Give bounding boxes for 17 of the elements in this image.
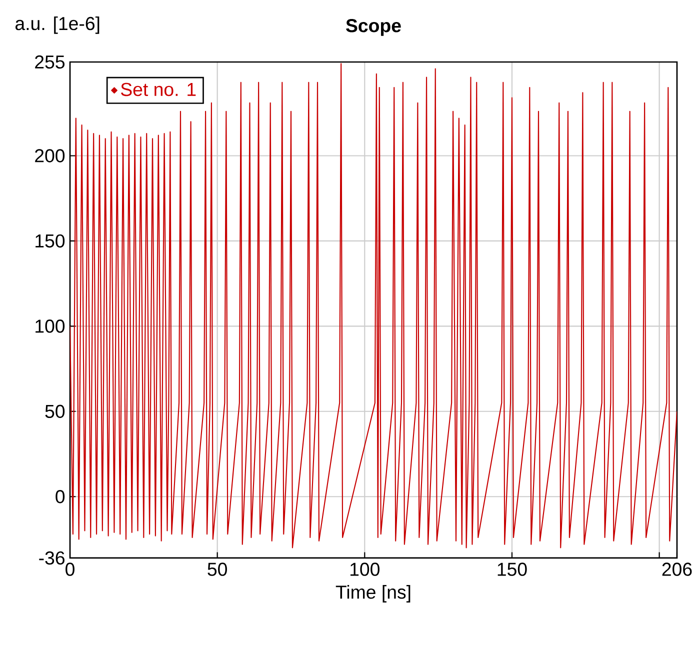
x-tick-label: 150 — [498, 562, 527, 576]
x-tick-label: 206 — [662, 562, 692, 576]
y-tick-label: 100 — [36, 320, 65, 333]
y-axis-title: a.u. [1e-6] — [16, 16, 100, 34]
line-series — [70, 63, 677, 548]
x-tick-label: 100 — [350, 562, 380, 576]
legend-label: Set no. 1 — [120, 82, 196, 96]
y-tick-label: 150 — [36, 234, 65, 248]
x-axis-title: Time [ns] — [336, 585, 410, 602]
y-tick-label: 0 — [56, 490, 65, 504]
y-tick-label: 255 — [35, 55, 65, 69]
y-tick-label: -36 — [39, 551, 64, 565]
x-tick-label: 50 — [208, 562, 227, 576]
y-tick-label: 50 — [45, 404, 65, 418]
x-tick-label: 0 — [66, 562, 74, 576]
y-tick-label: 200 — [35, 149, 65, 162]
chart-title: Scope — [346, 19, 401, 36]
